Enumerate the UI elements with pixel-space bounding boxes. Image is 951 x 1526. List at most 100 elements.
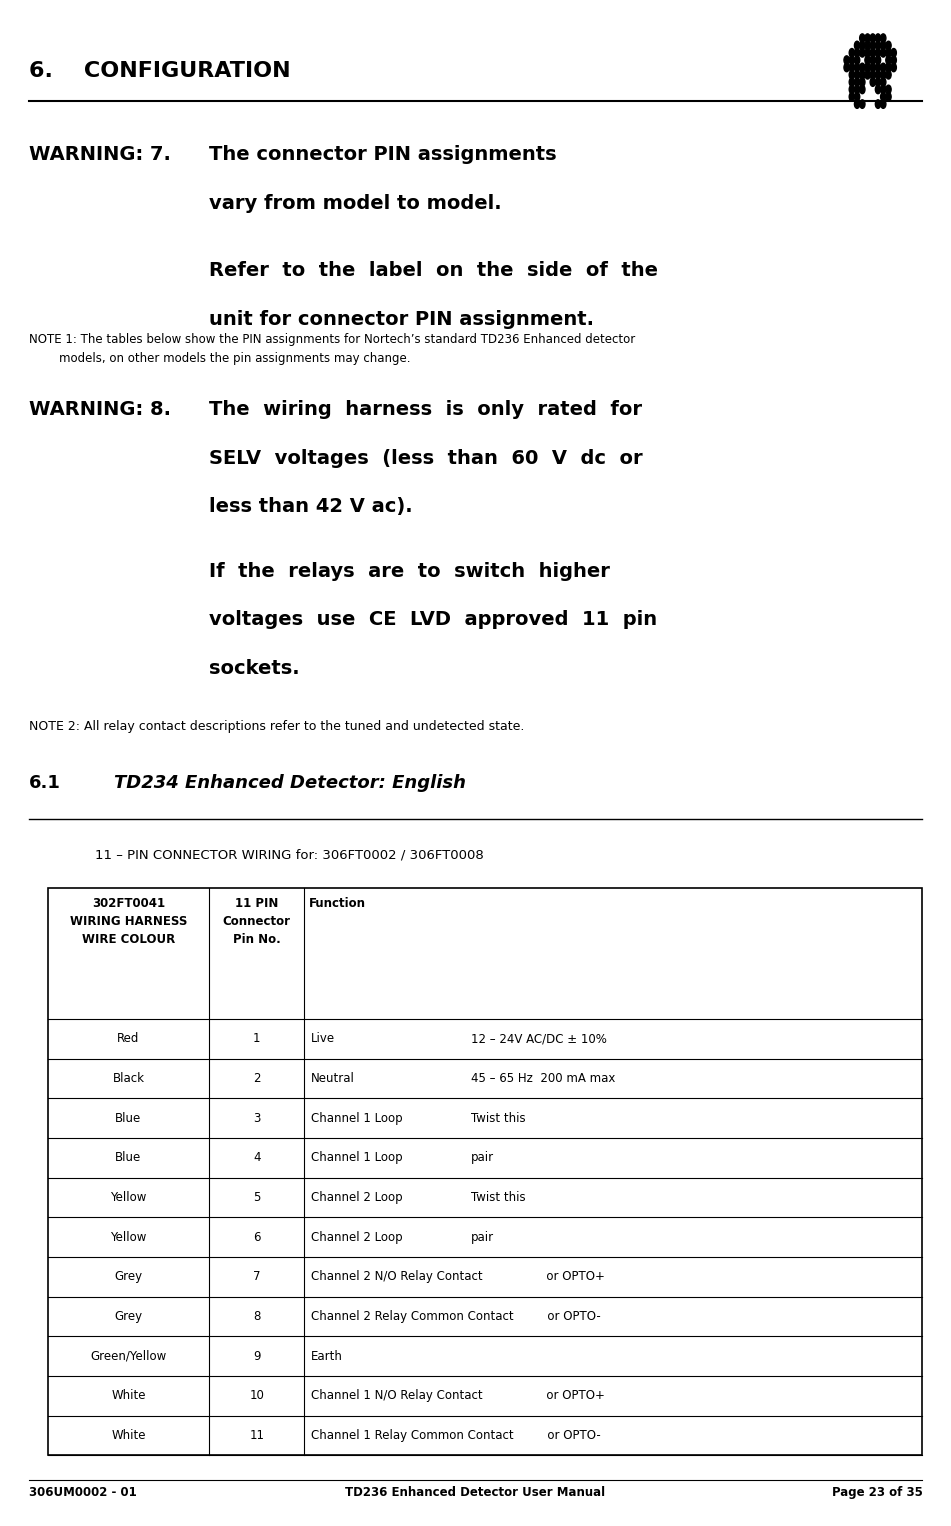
Text: Blue: Blue [115,1112,142,1125]
Circle shape [885,56,891,64]
Circle shape [885,85,891,93]
Text: Yellow: Yellow [110,1192,146,1204]
Text: The  wiring  harness  is  only  rated  for: The wiring harness is only rated for [209,400,642,418]
Circle shape [891,49,897,56]
Text: vary from model to model.: vary from model to model. [209,194,502,212]
Circle shape [881,41,886,50]
Circle shape [854,78,860,87]
Circle shape [881,34,886,43]
Text: If  the  relays  are  to  switch  higher: If the relays are to switch higher [209,562,611,580]
Circle shape [885,49,891,56]
Circle shape [854,41,860,50]
Text: Neutral: Neutral [311,1073,355,1085]
Text: voltages  use  CE  LVD  approved  11  pin: voltages use CE LVD approved 11 pin [209,610,657,629]
Circle shape [875,41,881,50]
Circle shape [860,99,865,108]
Text: Channel 1 Loop: Channel 1 Loop [311,1112,402,1125]
Text: 302FT0041
WIRING HARNESS
WIRE COLOUR: 302FT0041 WIRING HARNESS WIRE COLOUR [69,897,187,946]
Text: Function: Function [309,897,366,911]
Circle shape [849,85,855,93]
Text: sockets.: sockets. [209,659,300,678]
Text: Live: Live [311,1033,335,1045]
Text: pair: pair [471,1231,494,1244]
Text: Twist this: Twist this [471,1192,525,1204]
Circle shape [854,49,860,56]
Circle shape [860,63,865,72]
Text: 6.1: 6.1 [29,774,61,792]
Text: Red: Red [117,1033,140,1045]
Text: 4: 4 [253,1152,261,1164]
Text: Channel 2 Relay Common Contact         or OPTO-: Channel 2 Relay Common Contact or OPTO- [311,1311,601,1323]
Text: pair: pair [471,1152,494,1164]
Circle shape [860,41,865,50]
Text: WARNING: 7.: WARNING: 7. [29,145,170,163]
Circle shape [881,78,886,87]
Text: 6: 6 [253,1231,261,1244]
Text: 9: 9 [253,1351,261,1363]
Circle shape [844,56,849,64]
Text: 2: 2 [253,1073,261,1085]
Circle shape [849,49,855,56]
Circle shape [864,41,870,50]
Text: 11 PIN
Connector
Pin No.: 11 PIN Connector Pin No. [223,897,291,946]
Text: Blue: Blue [115,1152,142,1164]
Text: 12 – 24V AC/DC ± 10%: 12 – 24V AC/DC ± 10% [471,1033,607,1045]
Text: Channel 1 N/O Relay Contact                 or OPTO+: Channel 1 N/O Relay Contact or OPTO+ [311,1390,605,1402]
Circle shape [870,56,876,64]
Circle shape [870,41,876,50]
Circle shape [854,56,860,64]
Text: 11 – PIN CONNECTOR WIRING for: 306FT0002 / 306FT0008: 11 – PIN CONNECTOR WIRING for: 306FT0002… [95,848,484,862]
Text: Twist this: Twist this [471,1112,525,1125]
Circle shape [885,63,891,72]
Circle shape [875,34,881,43]
Circle shape [864,56,870,64]
Circle shape [864,70,870,79]
Text: Green/Yellow: Green/Yellow [90,1351,166,1363]
Text: TD234 Enhanced Detector: English: TD234 Enhanced Detector: English [114,774,466,792]
Text: White: White [111,1390,146,1402]
Text: Channel 1 Relay Common Contact         or OPTO-: Channel 1 Relay Common Contact or OPTO- [311,1430,601,1442]
Text: 6.    CONFIGURATION: 6. CONFIGURATION [29,61,290,81]
Circle shape [844,63,849,72]
Circle shape [885,41,891,50]
Circle shape [881,70,886,79]
Text: 5: 5 [253,1192,261,1204]
Text: 306UM0002 - 01: 306UM0002 - 01 [29,1485,136,1499]
Text: 1: 1 [253,1033,261,1045]
Text: Black: Black [112,1073,145,1085]
Circle shape [860,78,865,87]
Circle shape [864,34,870,43]
Circle shape [870,49,876,56]
Circle shape [854,63,860,72]
Circle shape [875,70,881,79]
Circle shape [870,78,876,87]
Circle shape [870,63,876,72]
Circle shape [881,63,886,72]
Bar [48,888,922,1456]
Text: WARNING: 8.: WARNING: 8. [29,400,170,418]
Circle shape [849,56,855,64]
Text: unit for connector PIN assignment.: unit for connector PIN assignment. [209,310,594,328]
Text: The connector PIN assignments: The connector PIN assignments [209,145,557,163]
Text: Channel 2 Loop: Channel 2 Loop [311,1231,402,1244]
Circle shape [860,85,865,93]
Circle shape [875,56,881,64]
Circle shape [875,99,881,108]
Text: Grey: Grey [114,1311,143,1323]
Text: 3: 3 [253,1112,261,1125]
Circle shape [854,99,860,108]
Circle shape [881,85,886,93]
Text: TD236 Enhanced Detector User Manual: TD236 Enhanced Detector User Manual [345,1485,606,1499]
Text: Channel 2 N/O Relay Contact                 or OPTO+: Channel 2 N/O Relay Contact or OPTO+ [311,1271,605,1283]
Circle shape [881,99,886,108]
Circle shape [875,49,881,56]
Circle shape [849,78,855,87]
Circle shape [891,56,897,64]
Text: less than 42 V ac).: less than 42 V ac). [209,497,413,516]
Text: 8: 8 [253,1311,261,1323]
Text: 10: 10 [249,1390,264,1402]
Text: NOTE 2: All relay contact descriptions refer to the tuned and undetected state.: NOTE 2: All relay contact descriptions r… [29,720,524,734]
Text: Page 23 of 35: Page 23 of 35 [831,1485,922,1499]
Text: NOTE 1: The tables below show the PIN assignments for Nortech’s standard TD236 E: NOTE 1: The tables below show the PIN as… [29,333,634,365]
Circle shape [881,93,886,101]
